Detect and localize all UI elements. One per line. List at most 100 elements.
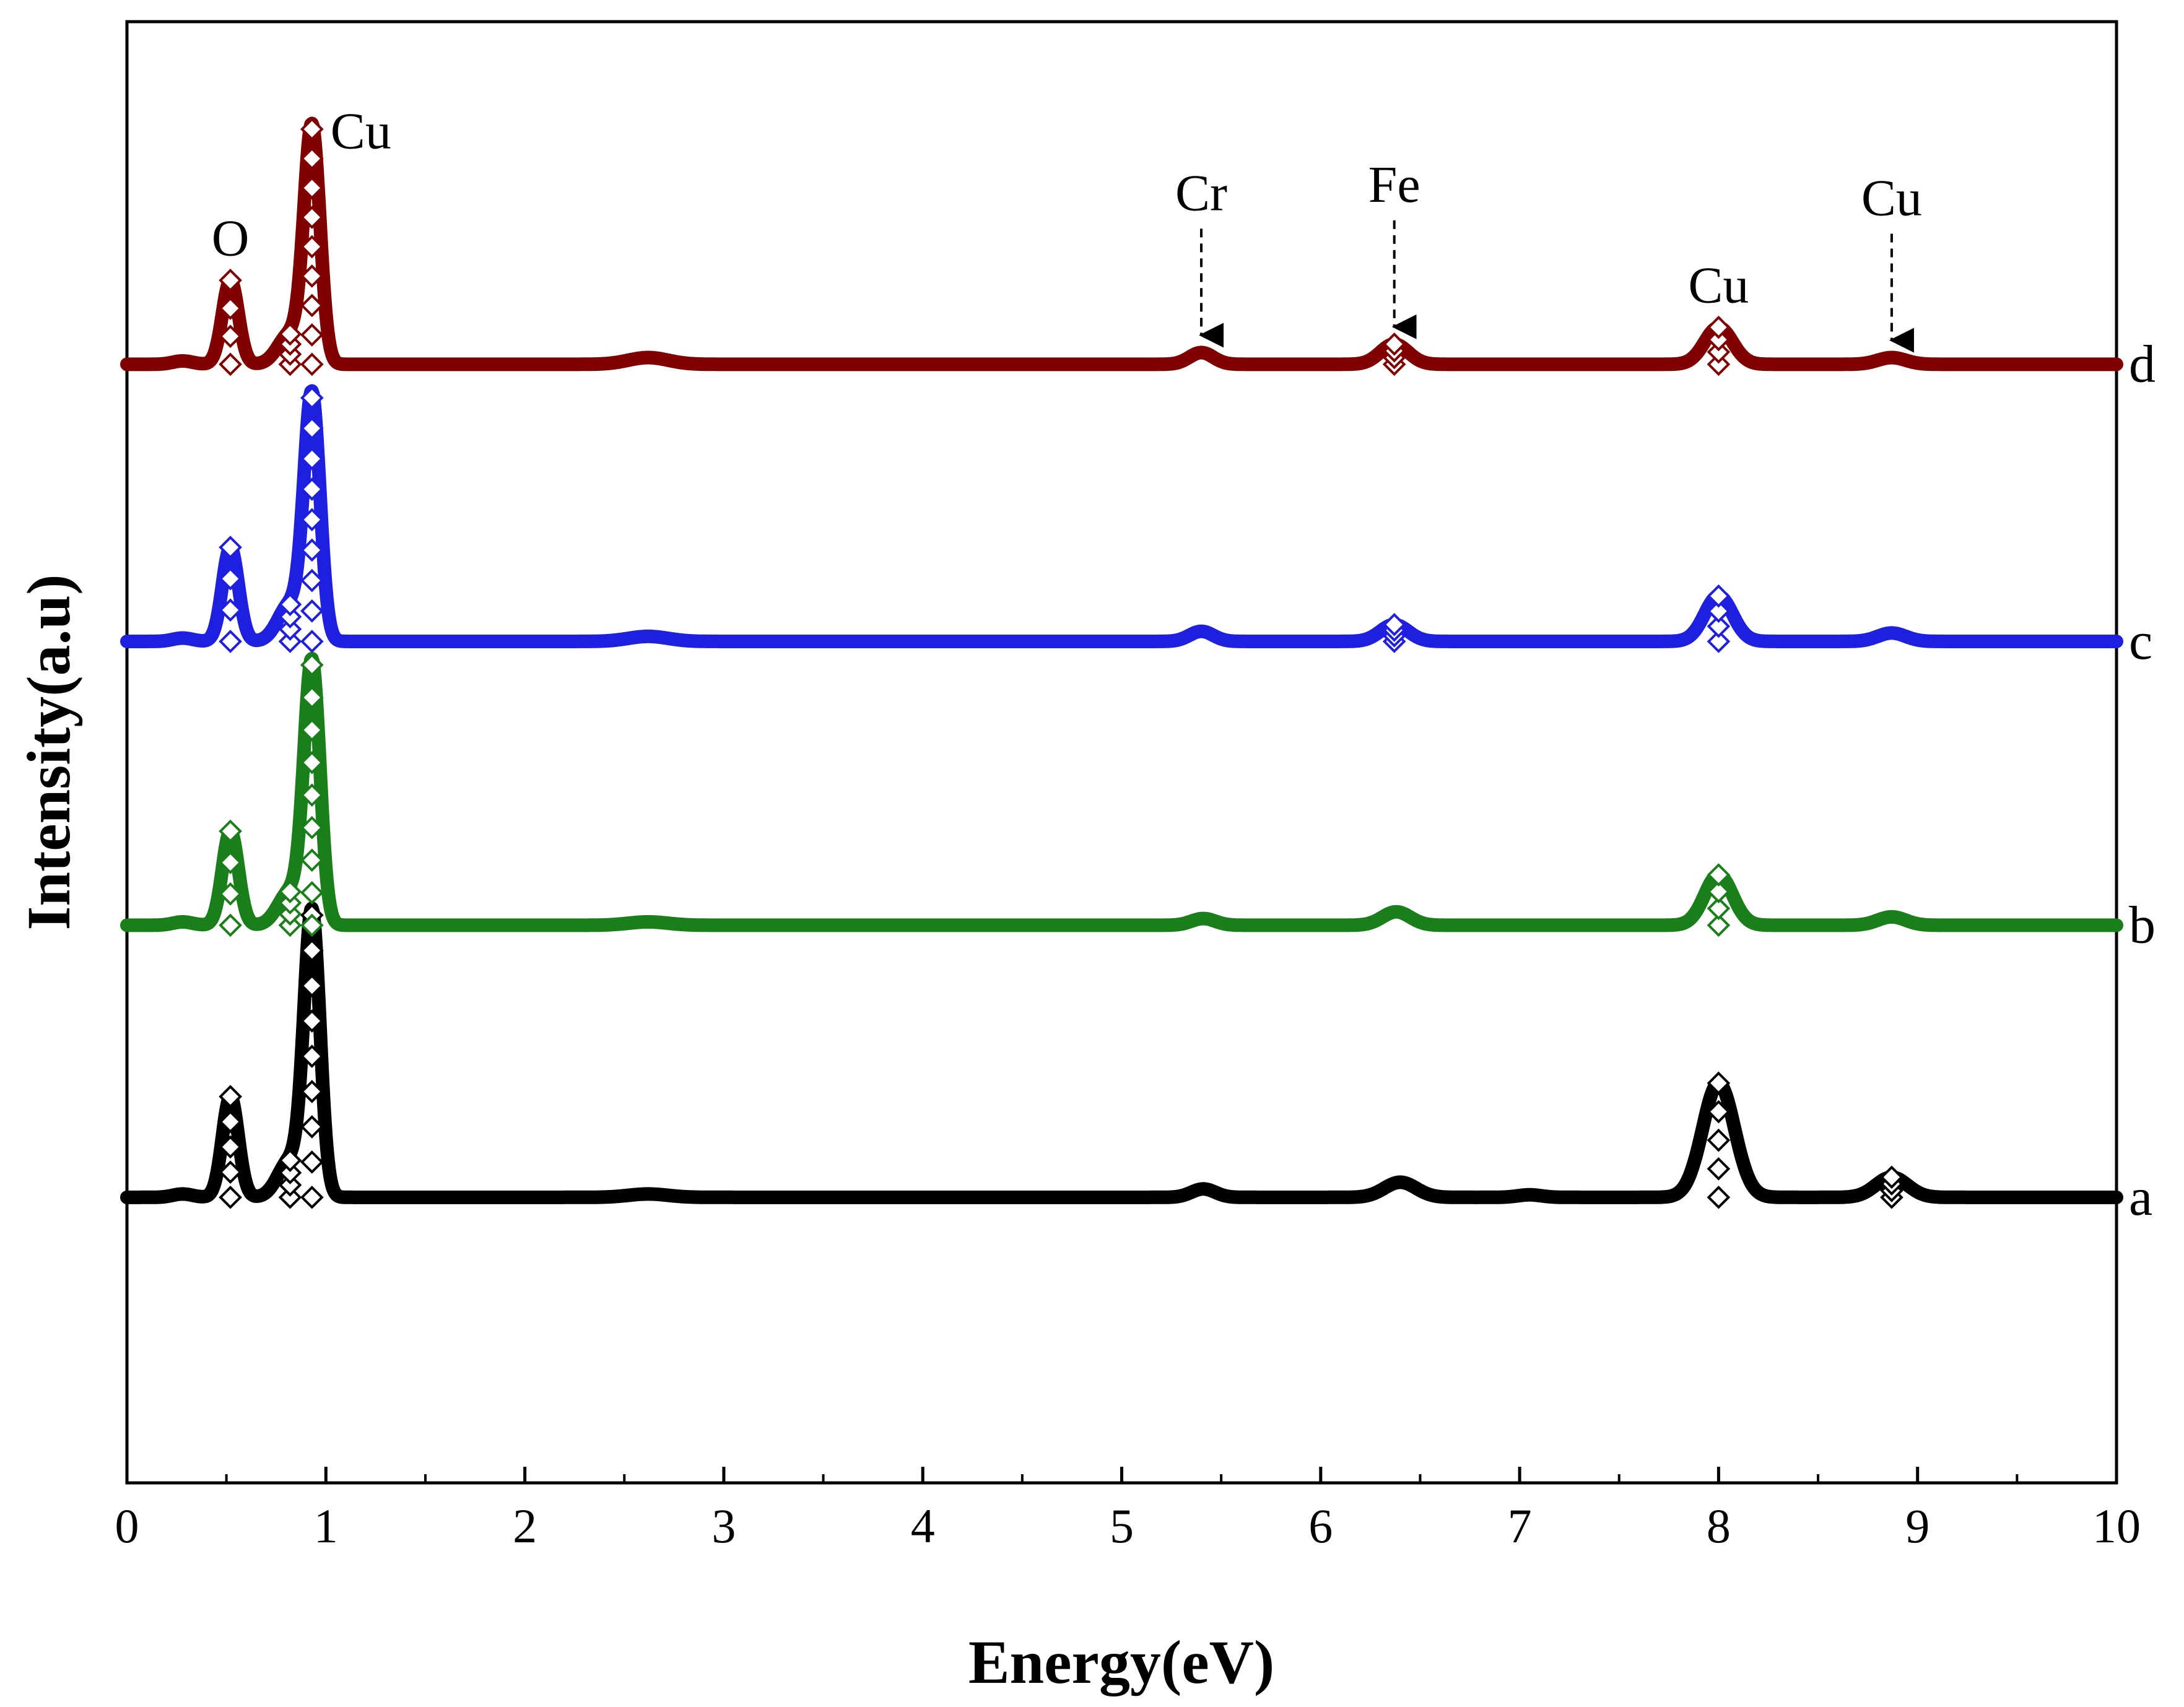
data-point-marker (300, 1009, 324, 1033)
data-point-marker (300, 630, 324, 653)
data-point-marker (300, 508, 324, 532)
data-point-marker (219, 913, 242, 937)
data-point-marker (300, 568, 324, 593)
data-point-marker (1707, 1071, 1731, 1095)
data-point-marker (278, 630, 302, 653)
data-point-marker (219, 851, 242, 874)
data-point-marker (278, 1173, 302, 1197)
data-point-marker (278, 1149, 302, 1172)
x-tick-label: 6 (1308, 1499, 1333, 1553)
peak-label-fe: Fe (1368, 156, 1420, 214)
data-point-marker (1880, 1165, 1903, 1189)
data-point-marker (300, 1186, 324, 1209)
data-point-marker (300, 147, 324, 170)
data-point-marker (1707, 315, 1731, 339)
data-point-marker (300, 352, 324, 376)
data-point-marker (219, 536, 242, 559)
x-axis-ticks: 0 1 2 3 4 5 6 7 8 9 10 (115, 1467, 2141, 1553)
data-point-marker (219, 1085, 242, 1108)
peak-label-cu: Cu (1688, 257, 1749, 315)
data-point-marker (300, 718, 324, 742)
data-point-marker (300, 974, 324, 997)
series-line-a (120, 901, 2123, 1204)
data-point-marker (1707, 1100, 1731, 1124)
data-point-marker (300, 1115, 324, 1139)
data-point-marker (1707, 863, 1731, 887)
series-d (120, 116, 2123, 376)
x-tick-label: 10 (2092, 1499, 2141, 1553)
data-point-marker (1707, 913, 1731, 937)
data-point-marker (278, 1161, 302, 1184)
series-line-b (120, 651, 2123, 932)
data-point-marker (278, 322, 302, 346)
data-point-marker (300, 685, 324, 710)
data-point-marker (300, 323, 324, 347)
data-point-marker (219, 352, 242, 376)
data-point-marker (300, 939, 324, 962)
series-line-d (120, 116, 2123, 371)
peak-label-cr: Cr (1175, 164, 1227, 222)
data-point-marker (219, 819, 242, 843)
data-point-marker (278, 593, 302, 617)
series-line-c (120, 384, 2123, 648)
data-point-marker (1707, 897, 1731, 921)
data-point-marker (300, 783, 324, 807)
peak-annotations: Cu O Cr Fe Cu Cu (212, 103, 1922, 353)
data-point-marker (1707, 880, 1731, 903)
data-point-marker (219, 882, 242, 906)
data-point-marker (278, 880, 302, 903)
data-point-marker (1707, 340, 1731, 364)
data-point-marker (300, 235, 324, 259)
data-point-marker (1707, 630, 1731, 653)
x-tick-label: 7 (1508, 1499, 1532, 1553)
data-point-marker (300, 653, 324, 677)
data-point-marker (300, 1080, 324, 1103)
series-label-b: b (2129, 895, 2156, 954)
data-point-marker (300, 293, 324, 318)
x-tick-label: 0 (115, 1499, 139, 1553)
x-tick-label: 2 (513, 1499, 537, 1553)
data-point-marker (300, 416, 324, 440)
series-labels: a b c d (2129, 334, 2156, 1226)
data-point-marker (219, 598, 242, 622)
data-point-marker (300, 206, 324, 229)
data-point-marker (219, 630, 242, 653)
data-point-marker (1707, 1128, 1731, 1152)
data-point-marker (219, 567, 242, 591)
data-point-marker (1707, 352, 1731, 376)
data-point-marker (1707, 584, 1731, 608)
data-point-marker (1707, 599, 1731, 623)
data-point-marker (278, 617, 302, 641)
peak-label-o: O (212, 210, 250, 267)
data-point-marker (300, 848, 324, 872)
series-b (120, 651, 2123, 937)
series-a (120, 901, 2123, 1209)
data-point-marker (300, 176, 324, 200)
data-point-marker (219, 1160, 242, 1184)
data-point-marker (219, 324, 242, 348)
data-point-marker (300, 117, 324, 141)
x-tick-label: 3 (711, 1499, 736, 1553)
data-point-marker (300, 538, 324, 562)
x-tick-label: 9 (1905, 1499, 1929, 1553)
series-label-a: a (2129, 1167, 2152, 1227)
data-point-marker (1707, 1157, 1731, 1181)
data-point-marker (300, 264, 324, 288)
x-tick-label: 5 (1110, 1499, 1134, 1553)
data-point-marker (300, 599, 324, 623)
data-point-marker (1382, 332, 1406, 356)
data-point-marker (1707, 328, 1731, 352)
series-label-d: d (2129, 334, 2156, 393)
data-point-marker (300, 477, 324, 501)
data-point-marker (219, 297, 242, 320)
data-point-marker (278, 605, 302, 629)
data-point-marker (219, 1110, 242, 1134)
data-point-marker (300, 447, 324, 471)
series-label-c: c (2129, 611, 2152, 671)
data-point-marker (300, 815, 324, 840)
data-point-marker (300, 881, 324, 905)
plot-frame (125, 20, 2118, 1485)
x-tick-label: 8 (1707, 1499, 1731, 1553)
y-axis-title: Intensity(a.u) (14, 574, 83, 930)
